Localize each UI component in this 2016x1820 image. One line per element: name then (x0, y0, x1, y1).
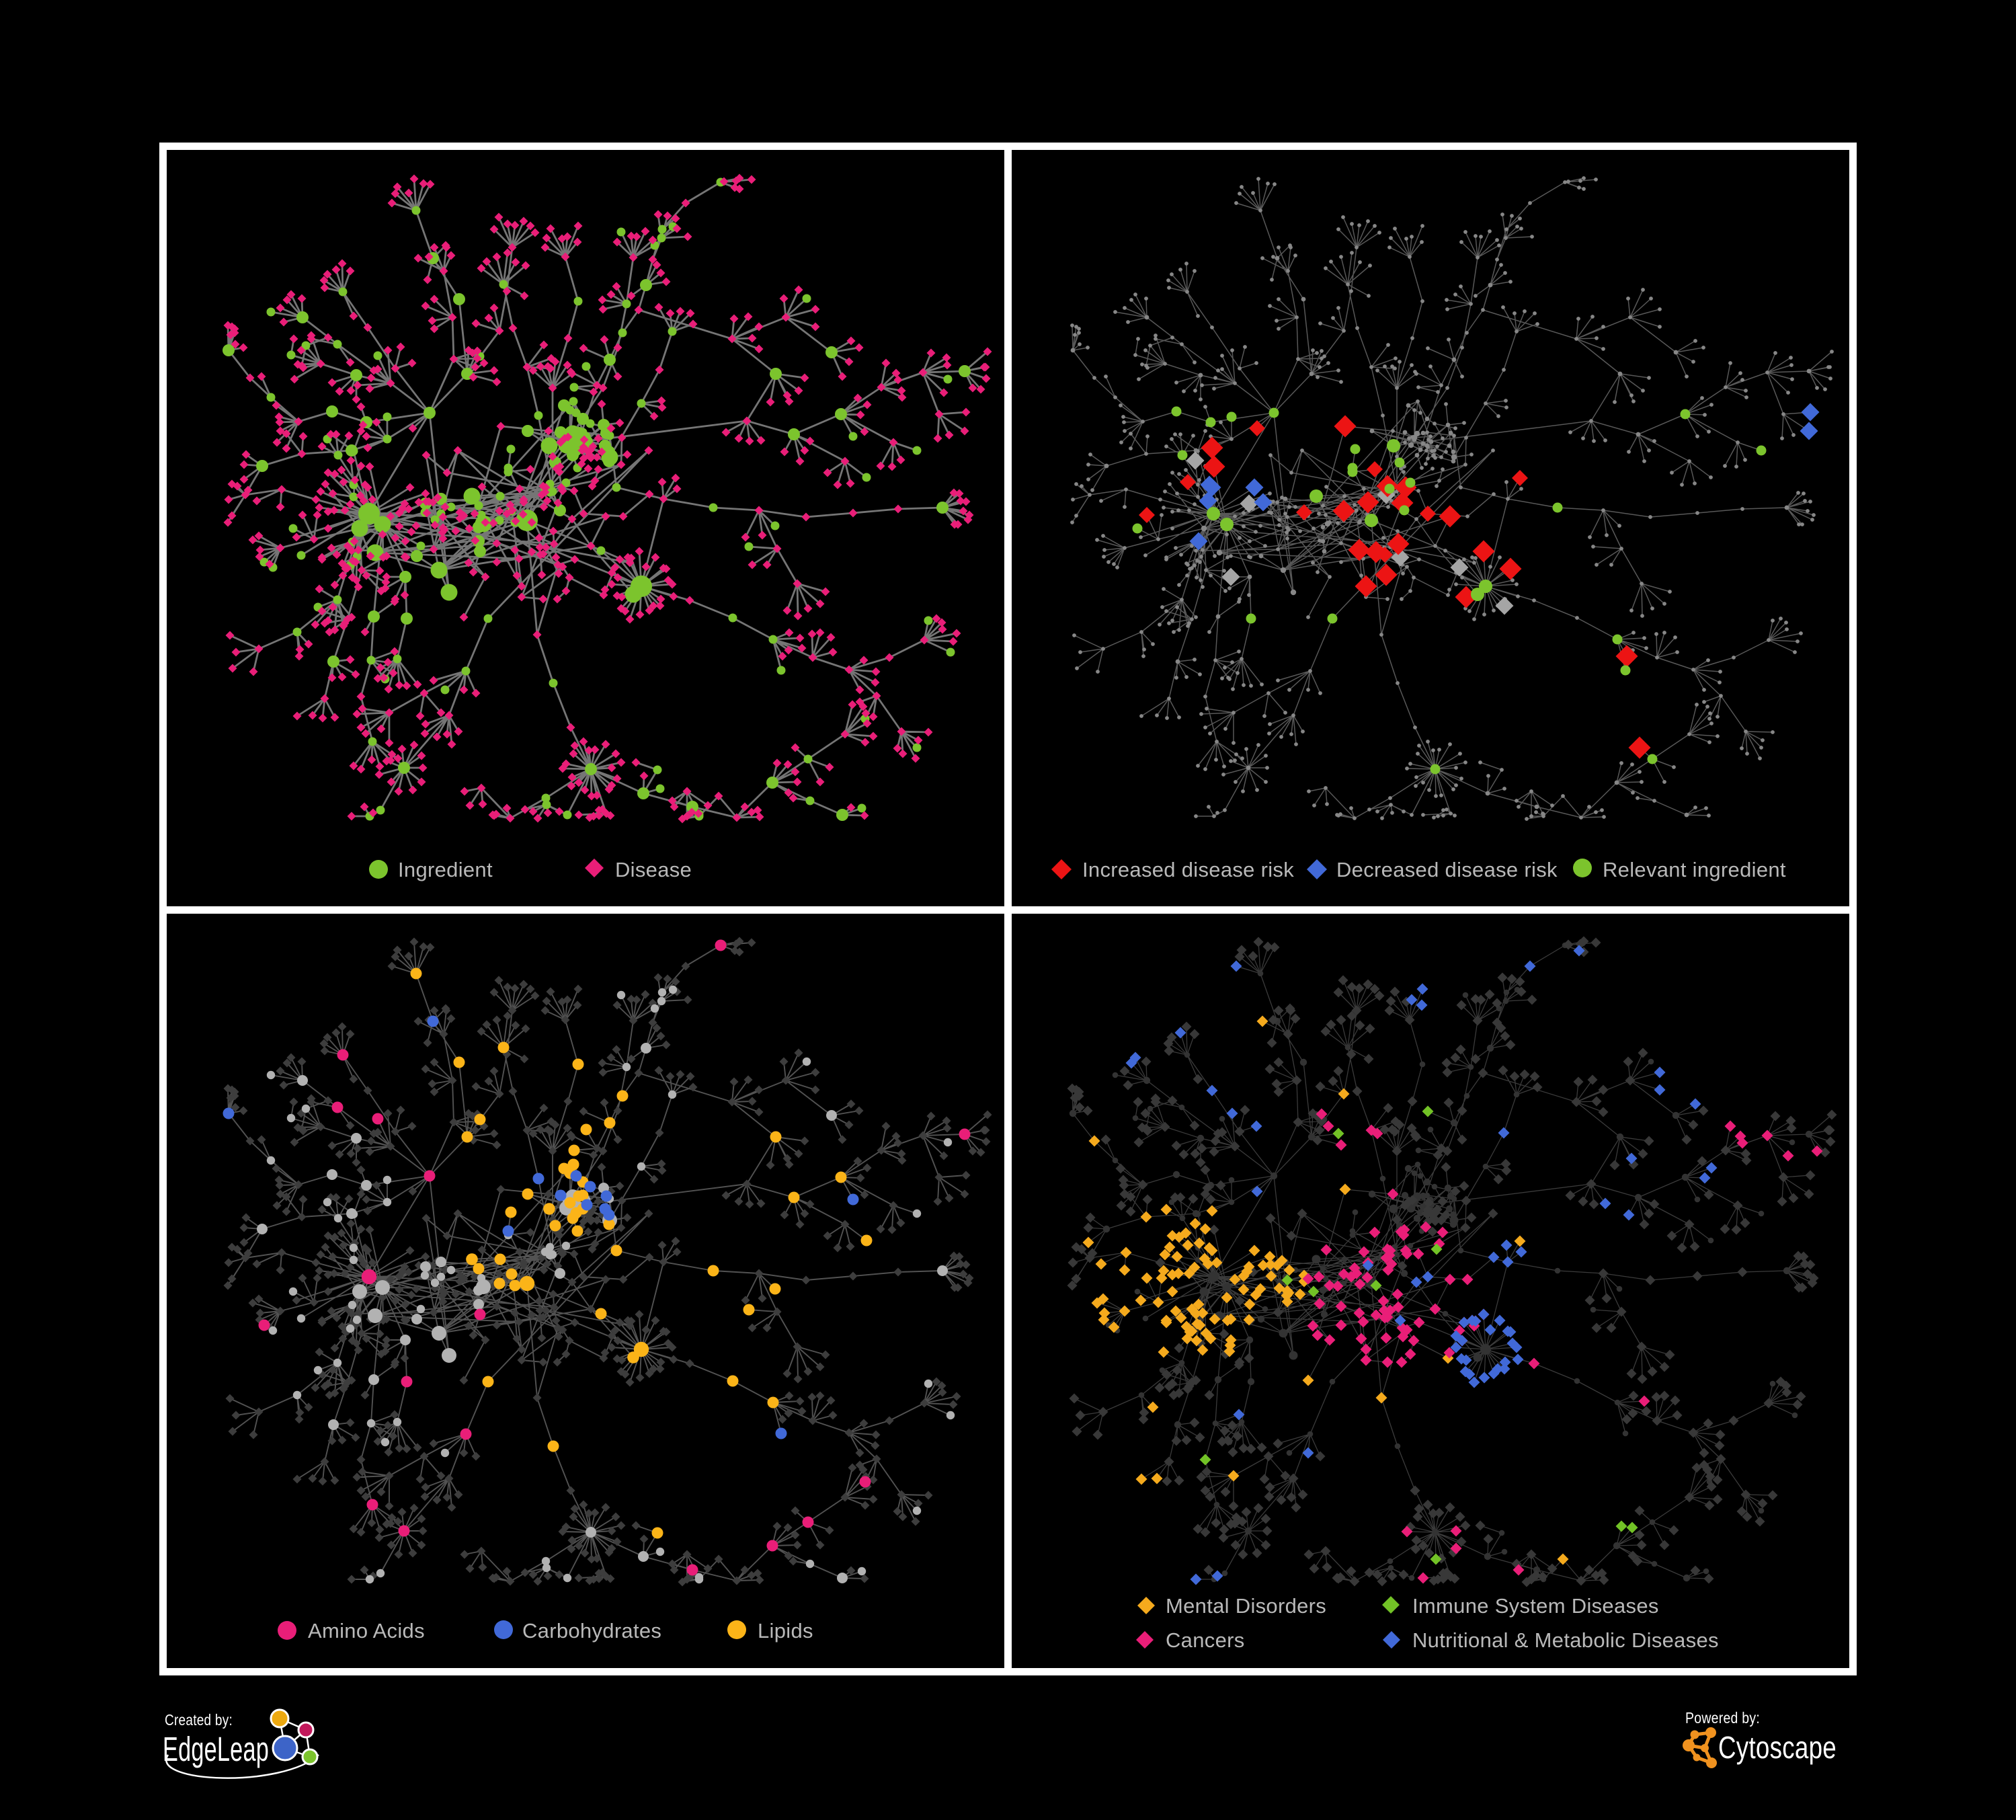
svg-text:Immune System Diseases: Immune System Diseases (1412, 1594, 1659, 1618)
svg-text:Increased disease risk: Increased disease risk (1082, 858, 1294, 881)
svg-text:Cancers: Cancers (1166, 1628, 1245, 1652)
svg-text:Created by:: Created by: (165, 1711, 233, 1729)
svg-text:Carbohydrates: Carbohydrates (522, 1619, 661, 1643)
svg-text:EdgeLeap: EdgeLeap (163, 1730, 269, 1768)
svg-text:Decreased disease risk: Decreased disease risk (1336, 858, 1558, 881)
svg-text:Powered by:: Powered by: (1685, 1709, 1760, 1727)
svg-text:Mental Disorders: Mental Disorders (1166, 1594, 1326, 1618)
svg-text:Relevant ingredient: Relevant ingredient (1603, 858, 1786, 881)
svg-text:Cytoscape: Cytoscape (1718, 1730, 1837, 1765)
svg-text:Lipids: Lipids (758, 1619, 813, 1643)
svg-text:Nutritional & Metabolic Diseas: Nutritional & Metabolic Diseases (1412, 1628, 1719, 1652)
svg-text:Ingredient: Ingredient (398, 858, 493, 881)
svg-text:Amino Acids: Amino Acids (308, 1619, 425, 1643)
svg-text:Disease: Disease (615, 858, 692, 881)
